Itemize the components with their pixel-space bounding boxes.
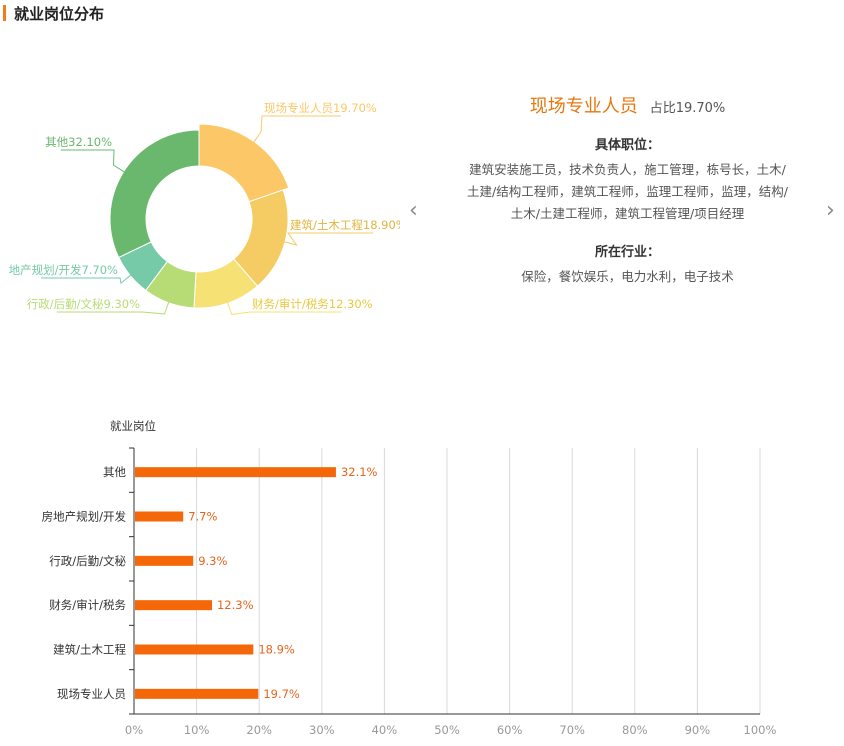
detail-ratio: 占比19.70% [649,101,726,116]
bar-data-label: 18.9% [258,643,295,657]
donut-label: 地产规划/开发7.70% [9,263,118,277]
donut-leader-line [56,298,171,315]
y-category-label: 其他 [103,465,126,479]
donut-label: 建筑/土木工程18.90% [290,218,400,232]
donut-leader-line [226,299,342,316]
positions-label: 具体职位： [594,138,660,153]
bar[interactable] [135,555,194,566]
bar-data-label: 32.1% [341,465,378,479]
page-title: 就业岗位分布 [14,4,105,23]
bar[interactable] [135,511,184,522]
donut-label: 现场专业人员19.70% [264,101,377,115]
bar-chart: 就业岗位 0% 10% 20% 30% 40% 50% 60% 70% 80% 90% 100% 其他 3… [42,419,777,737]
detail-panel: 现场专业人员 占比19.70% 具体职位： 建筑安装施工员，技术负责人，施工管理… [440,92,815,288]
x-tick-label: 30% [309,723,335,737]
x-tick-label: 60% [497,723,523,737]
x-tick-label: 20% [246,723,272,737]
x-tick-label: 90% [685,723,711,737]
bar-data-label: 19.7% [263,687,300,701]
positions-text: 建筑安装施工员，技术负责人，施工管理，栋号长，土木/ 土建/结构工程师，建筑工程… [440,159,815,225]
bar[interactable] [135,467,336,478]
y-category-label: 财务/审计/税务 [49,598,126,612]
x-tick-label: 0% [125,723,143,737]
donut-label: 行政/后勤/文秘9.30% [27,297,140,311]
donut-leader-line [60,149,128,175]
y-category-label: 现场专业人员 [57,687,126,701]
bar-data-label: 9.3% [198,554,227,568]
bar-data-label: 12.3% [217,598,254,612]
bar-data-label: 7.7% [188,510,217,524]
donut-chart: 现场专业人员19.70% 建筑/土木工程18.90% 财务/审计/税务12.30% 行… [9,101,400,316]
title-accent-bar [3,5,6,21]
donut-slice[interactable] [198,123,290,203]
x-tick-label: 50% [434,723,460,737]
positions-line: 建筑安装施工员，技术负责人，施工管理，栋号长，土木/ [469,162,786,177]
donut-leader-line [251,115,341,146]
donut-leader-line [280,232,374,246]
chevron-left-icon[interactable]: ‹ [409,198,418,223]
donut-slice[interactable] [109,129,200,259]
donut-label: 其他32.10% [45,135,112,149]
chevron-right-icon[interactable]: › [826,198,835,223]
y-category-label: 房地产规划/开发 [42,510,127,524]
y-category-label: 建筑/土木工程 [53,643,126,657]
donut-label: 财务/审计/税务12.30% [252,297,373,311]
bar[interactable] [135,600,212,611]
x-tick-label: 100% [744,723,777,737]
donut-leader-line [41,272,134,285]
y-category-label: 行政/后勤/文秘 [49,554,126,568]
detail-name: 现场专业人员 [529,96,638,117]
y-axis-title: 就业岗位 [110,419,156,433]
x-tick-label: 70% [559,723,585,737]
positions-line: 土建/结构工程师，建筑工程师，监理工程师，监理，结构/ [467,184,788,199]
x-tick-label: 10% [184,723,210,737]
positions-line: 土木/土建工程师，建筑工程管理/项目经理 [510,206,745,221]
x-tick-label: 80% [622,723,648,737]
industry-label: 所在行业： [594,245,660,260]
section-header: 就业岗位分布 [0,0,104,26]
industry-text: 保险，餐饮娱乐，电力水利，电子技术 [521,269,734,284]
bar[interactable] [135,644,254,655]
x-tick-label: 40% [372,723,398,737]
bar[interactable] [135,688,259,699]
